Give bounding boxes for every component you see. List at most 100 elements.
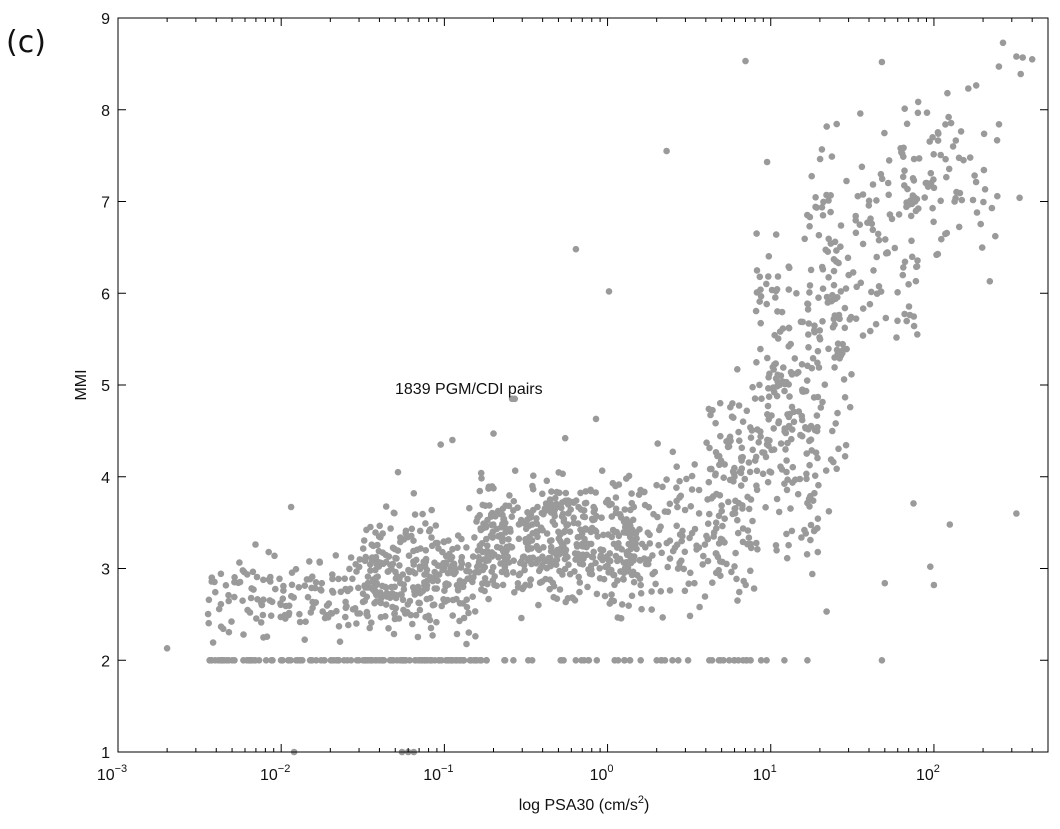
data-point [882, 314, 890, 322]
data-point [905, 303, 913, 310]
data-point [774, 371, 781, 379]
data-point [591, 506, 599, 513]
data-point [992, 232, 999, 240]
data-point [930, 151, 937, 158]
data-point [624, 564, 632, 572]
data-point [346, 565, 353, 573]
data-point [882, 236, 889, 243]
data-point [732, 505, 739, 512]
data-point [816, 336, 824, 343]
data-point [872, 320, 880, 328]
data-point [713, 525, 720, 532]
data-point [460, 657, 468, 664]
data-point [823, 608, 830, 615]
data-point [451, 657, 459, 664]
data-point [738, 457, 745, 464]
data-point [516, 570, 524, 577]
data-point [649, 552, 656, 559]
data-point [899, 271, 907, 279]
axis-ticks [117, 17, 1048, 753]
data-point [684, 657, 692, 664]
data-point [564, 501, 572, 508]
data-point [364, 579, 372, 587]
data-point [604, 531, 612, 538]
data-point [666, 500, 674, 508]
data-point [802, 530, 810, 537]
data-point [793, 290, 800, 297]
data-point [362, 553, 370, 561]
data-point [786, 393, 793, 400]
data-point [966, 154, 974, 161]
data-point [575, 573, 582, 581]
data-point [353, 620, 360, 627]
data-point [762, 453, 770, 461]
data-point [700, 552, 707, 560]
data-point [408, 525, 416, 533]
data-point [355, 563, 363, 571]
data-point [477, 546, 484, 554]
data-point [750, 585, 758, 592]
data-point [306, 558, 313, 565]
data-point [878, 175, 886, 183]
data-point [608, 500, 615, 508]
data-point [627, 506, 634, 514]
data-point [382, 503, 390, 510]
data-point [515, 535, 523, 543]
data-point [741, 475, 749, 483]
data-point [980, 198, 987, 206]
data-point [485, 595, 492, 603]
data-point [673, 463, 680, 471]
data-point [807, 536, 814, 544]
data-point [524, 509, 531, 516]
data-point [687, 503, 695, 510]
data-point [869, 181, 877, 188]
data-point [910, 322, 918, 330]
data-point [756, 298, 763, 305]
data-point [265, 576, 273, 583]
data-point [355, 584, 362, 592]
data-point [687, 569, 694, 577]
data-point [650, 510, 657, 518]
data-point [493, 582, 501, 590]
data-point [484, 542, 491, 549]
data-point [614, 657, 622, 664]
data-point [443, 580, 450, 587]
data-point [252, 541, 259, 548]
data-point [474, 562, 482, 569]
data-point [937, 151, 944, 159]
data-point [520, 561, 528, 569]
data-point [592, 415, 600, 423]
data-point [411, 511, 419, 518]
data-point [1017, 70, 1024, 78]
data-point [901, 167, 908, 174]
data-point [910, 500, 917, 507]
data-point [585, 657, 593, 664]
data-point [772, 294, 779, 301]
data-point [673, 484, 680, 492]
data-point [765, 273, 772, 280]
data-point [878, 657, 886, 664]
data-point [277, 657, 285, 664]
data-point [736, 588, 743, 596]
data-point [709, 406, 716, 414]
data-point [579, 551, 587, 558]
data-point [659, 483, 666, 491]
data-point [573, 541, 580, 548]
data-point [510, 657, 517, 664]
data-point [781, 387, 788, 395]
data-point [852, 229, 860, 237]
data-point [731, 657, 738, 664]
data-point [520, 553, 528, 560]
data-point [812, 449, 820, 457]
data-point [369, 576, 377, 583]
data-point [547, 543, 555, 551]
data-point [429, 632, 436, 639]
data-point [438, 657, 445, 664]
data-point [629, 536, 636, 544]
data-point [869, 226, 877, 234]
data-point [764, 354, 771, 362]
data-point [253, 573, 261, 581]
data-point [411, 588, 418, 595]
data-point [1028, 56, 1036, 63]
data-point [543, 477, 551, 485]
